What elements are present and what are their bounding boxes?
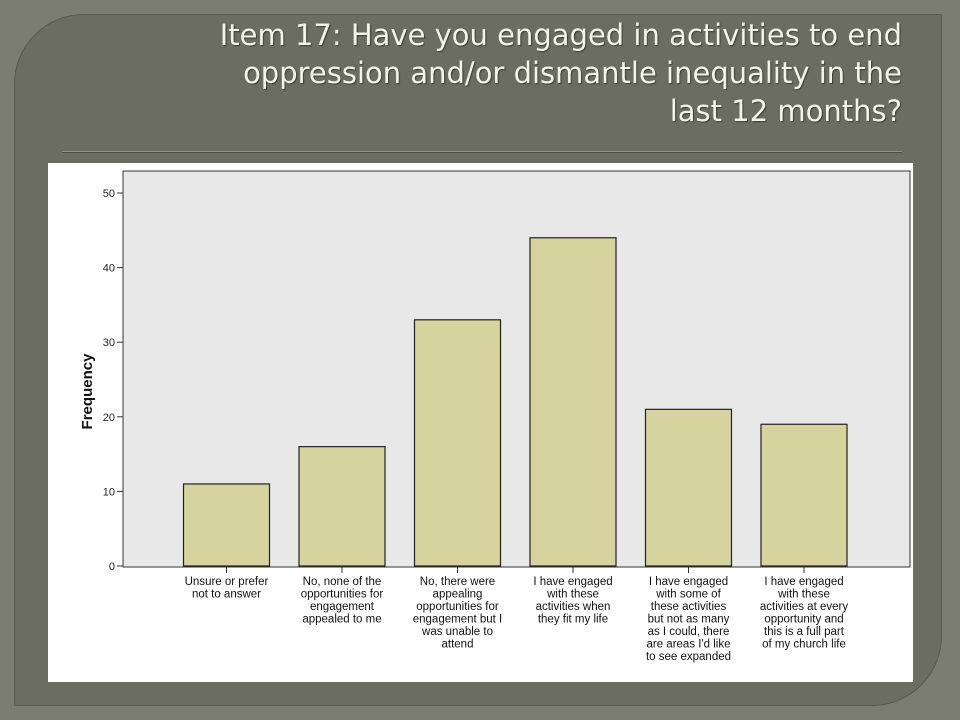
bar-chart: 0 10 20 30 40 50 Frequency Unsure or prefernot … — [79, 170, 911, 663]
bar — [413, 319, 502, 567]
x-tick-label: No, there were — [420, 576, 495, 588]
y-tick-label: 0 — [109, 561, 115, 573]
x-tick-label: but not as many — [648, 614, 730, 626]
x-tick-label: activities at every — [760, 601, 848, 613]
x-tick-label: appealing — [433, 589, 483, 601]
x-tick-label: No, none of the — [303, 576, 382, 588]
x-tick-label: appealed to me — [302, 614, 381, 626]
x-tick-label: they fit my life — [538, 614, 608, 626]
x-tick-label: engagement but I — [413, 614, 503, 626]
x-tick-label: not to answer — [192, 589, 261, 601]
y-tick-label: 50 — [103, 188, 115, 200]
bar — [182, 483, 271, 567]
x-tick-label: was unable to — [421, 626, 493, 638]
y-tick-label: 20 — [103, 412, 115, 424]
y-tick-label: 10 — [103, 486, 115, 498]
title-divider — [62, 151, 902, 153]
x-tick-label: with these — [546, 589, 599, 601]
x-tick-label: with some of — [655, 589, 721, 601]
x-tick-label: of my church life — [762, 639, 846, 651]
slide-title: Item 17: Have you engaged in activities … — [219, 18, 902, 128]
y-tick-label: 30 — [103, 337, 115, 349]
x-tick-label: as I could, there — [648, 626, 730, 638]
x-tick-label: attend — [442, 639, 474, 651]
y-tick-label: 40 — [103, 263, 115, 275]
bar — [529, 237, 617, 567]
x-tick-label: this is a full part — [764, 626, 845, 638]
x-tick-label: opportunities for — [301, 589, 384, 601]
y-axis-label: Frequency — [79, 353, 96, 430]
x-tick-label: to see expanded — [646, 651, 731, 663]
x-tick-label: these activities — [651, 601, 727, 613]
x-tick-label: activities when — [536, 601, 611, 613]
x-tick-label: Unsure or prefer — [185, 576, 269, 588]
bar — [298, 446, 386, 567]
bar — [644, 408, 733, 567]
x-tick-label: I have engaged — [533, 576, 612, 588]
x-tick-label: opportunity and — [764, 614, 843, 626]
x-tick-label: I have engaged — [764, 576, 843, 588]
chart-area: 0 10 20 30 40 50 Frequency Unsure or prefer not … — [48, 163, 913, 682]
x-tick-label: opportunities for — [416, 601, 499, 613]
x-tick-label: engagement — [310, 601, 375, 613]
x-tick-label: I have engaged — [649, 576, 728, 588]
x-tick-label: with these — [777, 589, 830, 601]
x-tick-label: are areas I'd like — [646, 639, 730, 651]
bar — [760, 423, 848, 567]
